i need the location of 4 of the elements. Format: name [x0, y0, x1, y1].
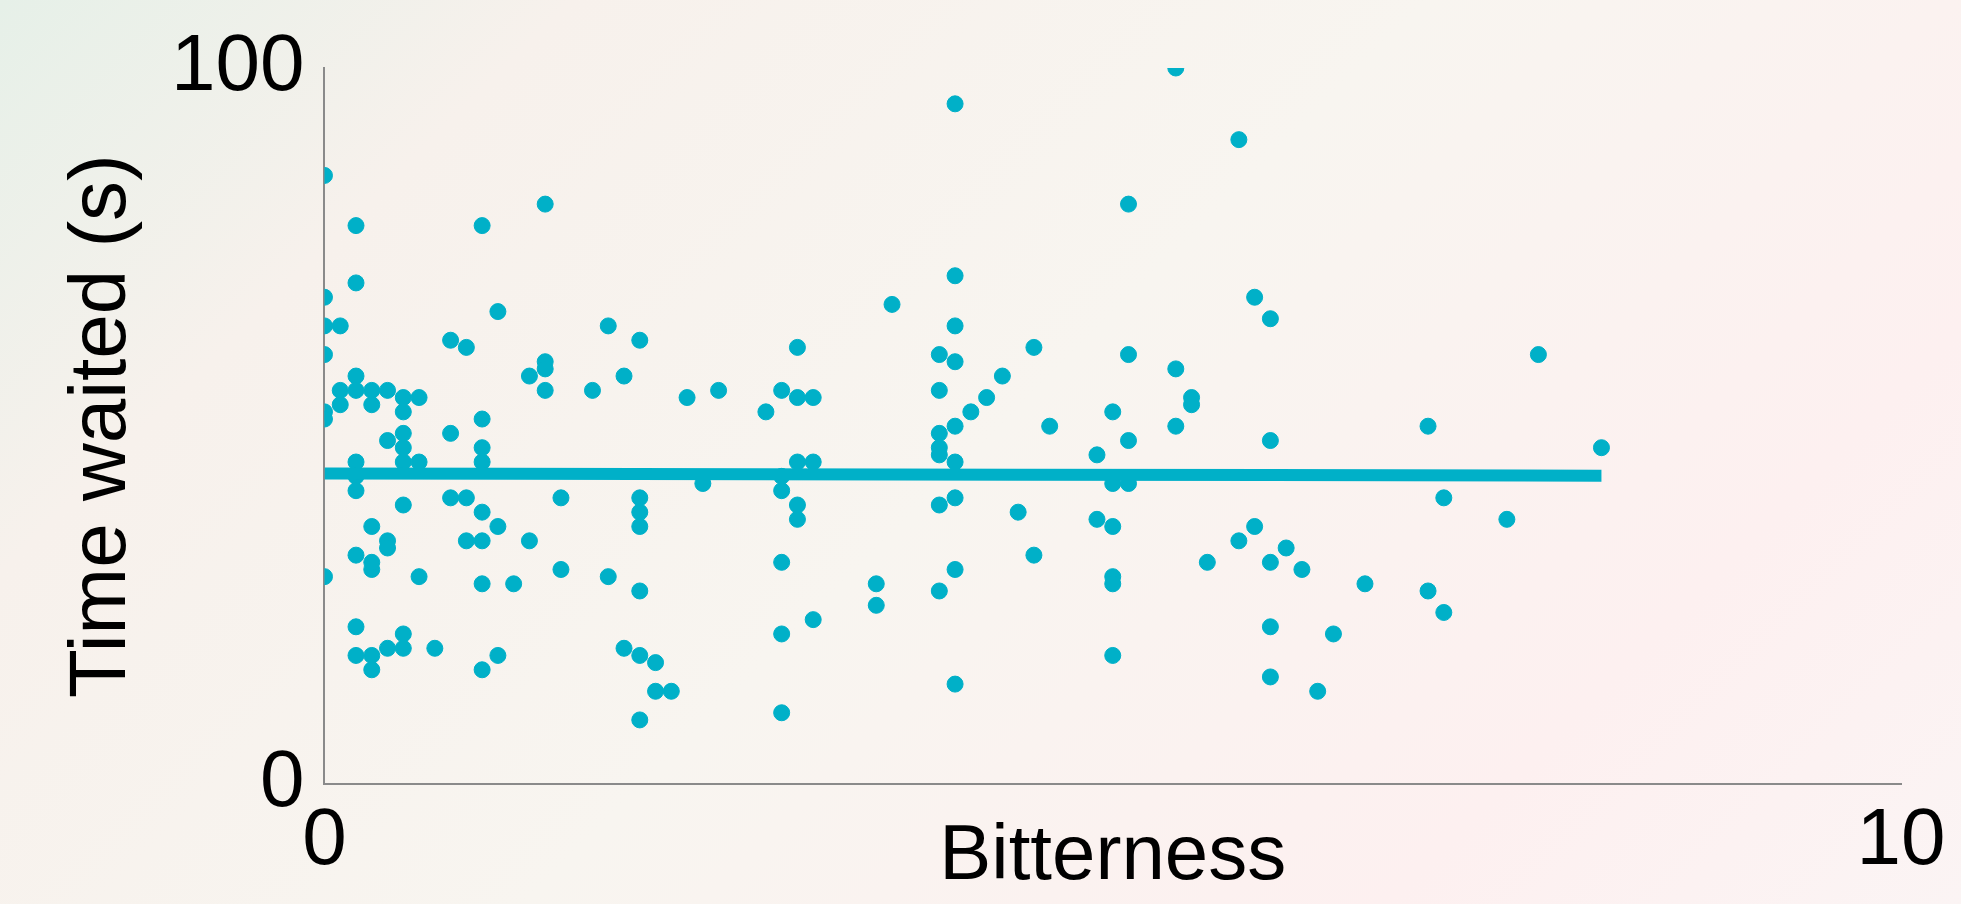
- y-axis-title: Time waited (s): [53, 154, 143, 699]
- x-axis-title: Bitterness: [939, 807, 1287, 896]
- x-tick-label: 10: [1856, 792, 1946, 882]
- y-tick-label: 100: [170, 18, 305, 108]
